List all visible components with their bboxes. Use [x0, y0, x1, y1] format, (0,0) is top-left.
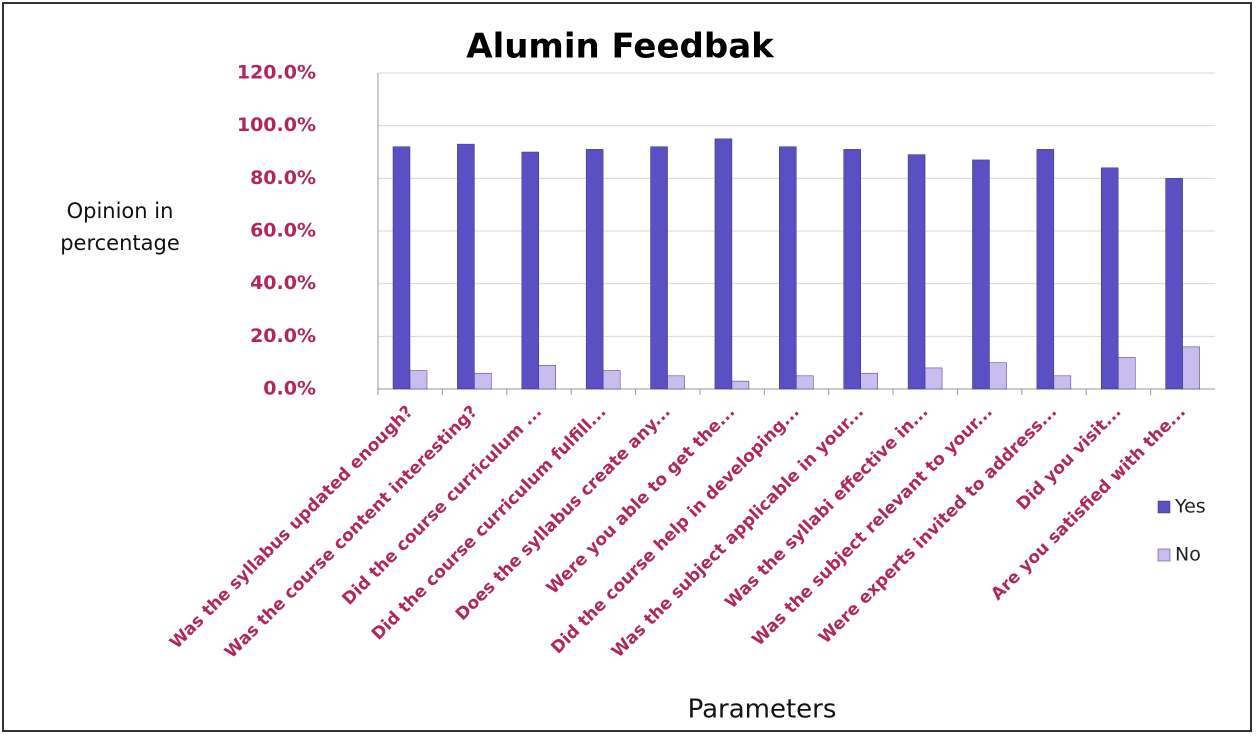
y-axis-title: Opinion in percentage — [60, 199, 180, 255]
bar — [538, 365, 557, 390]
x-axis-title: Parameters — [688, 695, 837, 725]
y-tick-label: 20.0% — [250, 325, 316, 347]
bar — [779, 146, 797, 390]
bar — [585, 149, 604, 390]
y-tick-label: 40.0% — [250, 272, 316, 294]
bar — [457, 143, 475, 390]
bar — [972, 159, 990, 390]
chart-title: Alumin Feedbak — [466, 27, 775, 67]
y-tick-label: 80.0% — [250, 167, 316, 189]
bar — [714, 138, 733, 390]
bar — [1036, 149, 1055, 390]
legend-label: No — [1175, 544, 1201, 566]
bar — [1165, 178, 1183, 390]
bar — [667, 375, 685, 390]
legend-swatch — [1157, 500, 1171, 514]
y-tick-label: 100.0% — [237, 114, 316, 136]
bar — [924, 367, 943, 390]
bar — [521, 151, 540, 390]
y-tick-label: 120.0% — [237, 62, 316, 84]
y-tick-label: 0.0% — [263, 378, 316, 400]
bar — [860, 372, 878, 390]
bar — [731, 380, 750, 390]
legend-label: Yes — [1174, 496, 1206, 518]
bar — [796, 375, 814, 390]
bar — [650, 146, 668, 390]
bar — [602, 370, 621, 390]
bar — [1053, 375, 1072, 390]
bar — [907, 154, 926, 390]
bar — [474, 372, 492, 390]
legend-swatch — [1157, 548, 1171, 562]
bar — [392, 146, 411, 390]
bar — [989, 362, 1007, 390]
bar — [1100, 167, 1119, 390]
bar — [1117, 357, 1136, 390]
bar — [409, 370, 428, 390]
bar — [1182, 346, 1200, 390]
y-tick-label: 60.0% — [250, 220, 316, 242]
bar — [843, 149, 861, 390]
